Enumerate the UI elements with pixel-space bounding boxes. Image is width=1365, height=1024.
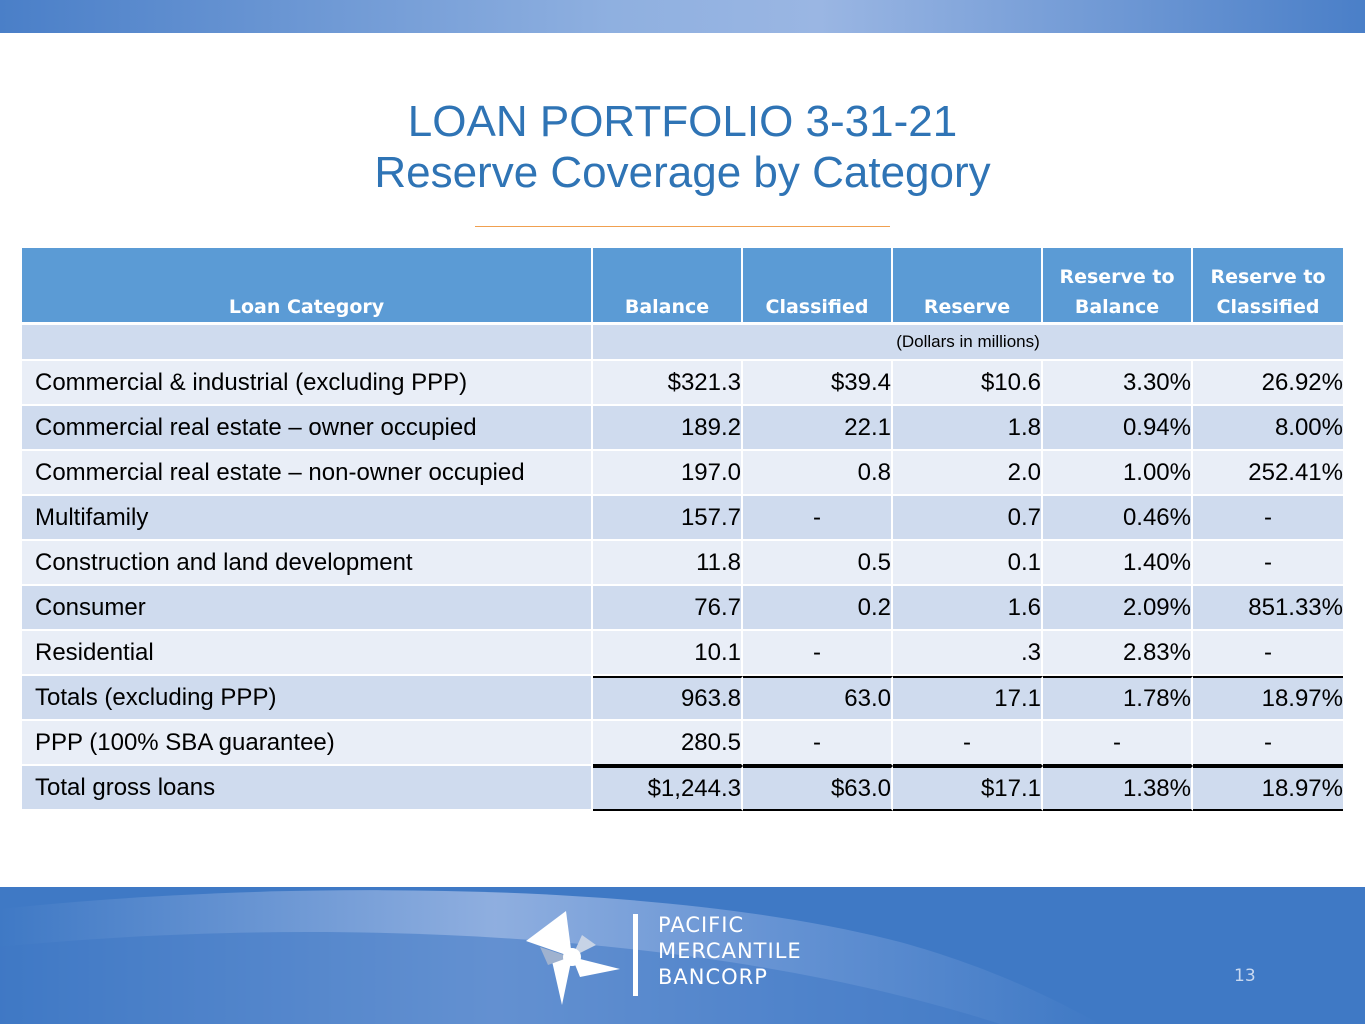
cell-classified: 22.1 bbox=[743, 406, 893, 451]
cell-classified: $63.0 bbox=[743, 766, 893, 811]
loan-portfolio-table: Loan Category Balance Classified Reserve… bbox=[22, 248, 1343, 811]
cell-reserve-to-classified: - bbox=[1193, 541, 1343, 586]
cell-classified: 0.5 bbox=[743, 541, 893, 586]
cell-reserve-to-classified: 8.00% bbox=[1193, 406, 1343, 451]
table-row: Residential 10.1- .3 2.83% - bbox=[22, 631, 1343, 676]
cell-reserve-to-classified: 252.41% bbox=[1193, 451, 1343, 496]
cell-classified: 63.0 bbox=[743, 676, 893, 721]
cell-reserve-to-classified: - bbox=[1193, 496, 1343, 541]
cell-category: PPP (100% SBA guarantee) bbox=[22, 721, 593, 766]
header-loan-category: Loan Category bbox=[22, 248, 593, 325]
cell-balance: 963.8 bbox=[593, 676, 743, 721]
table-header-row: Loan Category Balance Classified Reserve… bbox=[22, 248, 1343, 325]
cell-classified: - bbox=[743, 631, 893, 676]
header-balance: Balance bbox=[593, 248, 743, 325]
table-row: Total gross loans $1,244.3 $63.0 $17.1 1.38%… bbox=[22, 766, 1343, 811]
unit-note-spacer bbox=[22, 325, 593, 361]
cell-reserve-to-balance: 2.09% bbox=[1043, 586, 1193, 631]
header-reserve-to-balance-line2: Balance bbox=[1074, 296, 1160, 318]
table-row: Commercial real estate – non-owner occup… bbox=[22, 451, 1343, 496]
header-reserve-to-balance-line1: Reserve to bbox=[1059, 266, 1175, 288]
logo-divider bbox=[633, 914, 638, 996]
bank-logo-icon bbox=[526, 911, 620, 1005]
cell-reserve-to-balance: 0.94% bbox=[1043, 406, 1193, 451]
cell-reserve: 0.7 bbox=[893, 496, 1043, 541]
header-reserve-to-classified-line2: Classified bbox=[1216, 296, 1320, 318]
title-divider bbox=[475, 226, 890, 227]
cell-reserve-to-balance: 0.46% bbox=[1043, 496, 1193, 541]
cell-balance: 10.1 bbox=[593, 631, 743, 676]
header-reserve-to-classified: Reserve to Classified bbox=[1193, 248, 1343, 325]
cell-balance: $1,244.3 bbox=[593, 766, 743, 811]
cell-balance: 76.7 bbox=[593, 586, 743, 631]
cell-reserve: 1.6 bbox=[893, 586, 1043, 631]
cell-category: Consumer bbox=[22, 586, 593, 631]
cell-reserve-to-classified: 18.97% bbox=[1193, 676, 1343, 721]
header-reserve: Reserve bbox=[893, 248, 1043, 325]
cell-reserve-to-balance: 3.30% bbox=[1043, 361, 1193, 406]
title-line-1: LOAN PORTFOLIO 3-31-21 bbox=[407, 97, 958, 146]
page-number: 13 bbox=[1234, 966, 1256, 986]
cell-classified: - bbox=[743, 496, 893, 541]
cell-reserve: - bbox=[893, 721, 1043, 766]
cell-category: Commercial real estate – owner occupied bbox=[22, 406, 593, 451]
cell-reserve: $17.1 bbox=[893, 766, 1043, 811]
cell-reserve-to-balance: - bbox=[1043, 721, 1193, 766]
cell-classified: $39.4 bbox=[743, 361, 893, 406]
cell-balance: 11.8 bbox=[593, 541, 743, 586]
cell-category: Total gross loans bbox=[22, 766, 593, 811]
cell-category: Commercial & industrial (excluding PPP) bbox=[22, 361, 593, 406]
cell-reserve: .3 bbox=[893, 631, 1043, 676]
unit-note-row: (Dollars in millions) bbox=[22, 325, 1343, 361]
cell-classified: 0.8 bbox=[743, 451, 893, 496]
logo-line-2: MERCANTILE bbox=[658, 939, 802, 963]
bank-logo-wordmark: PACIFIC MERCANTILE BANCORP bbox=[658, 912, 802, 990]
table-body: Commercial & industrial (excluding PPP) $… bbox=[22, 361, 1343, 811]
cell-reserve-to-balance: 1.40% bbox=[1043, 541, 1193, 586]
cell-reserve-to-classified: - bbox=[1193, 721, 1343, 766]
cell-reserve-to-balance: 1.38% bbox=[1043, 766, 1193, 811]
cell-reserve-to-balance: 2.83% bbox=[1043, 631, 1193, 676]
cell-balance: 280.5 bbox=[593, 721, 743, 766]
cell-category: Residential bbox=[22, 631, 593, 676]
cell-reserve-to-classified: 26.92% bbox=[1193, 361, 1343, 406]
logo-line-1: PACIFIC bbox=[658, 913, 745, 937]
cell-reserve-to-balance: 1.78% bbox=[1043, 676, 1193, 721]
cell-reserve: 0.1 bbox=[893, 541, 1043, 586]
table-row: PPP (100% SBA guarantee) 280.5- - - - bbox=[22, 721, 1343, 766]
cell-category: Totals (excluding PPP) bbox=[22, 676, 593, 721]
cell-classified: - bbox=[743, 721, 893, 766]
cell-category: Construction and land development bbox=[22, 541, 593, 586]
table-row: Totals (excluding PPP) 963.8 63.0 17.1 1.78%… bbox=[22, 676, 1343, 721]
table-row: Multifamily 157.7-0.7 0.46% - bbox=[22, 496, 1343, 541]
table-row: Construction and land development 11.8 0.5… bbox=[22, 541, 1343, 586]
cell-category: Multifamily bbox=[22, 496, 593, 541]
cell-reserve-to-classified: 18.97% bbox=[1193, 766, 1343, 811]
cell-balance: $321.3 bbox=[593, 361, 743, 406]
slide-title: LOAN PORTFOLIO 3-31-21 Reserve Coverage … bbox=[0, 96, 1365, 198]
cell-balance: 197.0 bbox=[593, 451, 743, 496]
header-reserve-to-classified-line1: Reserve to bbox=[1210, 266, 1326, 288]
cell-reserve: $10.6 bbox=[893, 361, 1043, 406]
table-row: Consumer 76.7 0.2 1.6 2.09% 851.33% bbox=[22, 586, 1343, 631]
cell-reserve-to-balance: 1.00% bbox=[1043, 451, 1193, 496]
logo-line-3: BANCORP bbox=[658, 965, 768, 989]
table-row: Commercial real estate – owner occupied 1… bbox=[22, 406, 1343, 451]
cell-reserve: 17.1 bbox=[893, 676, 1043, 721]
cell-balance: 157.7 bbox=[593, 496, 743, 541]
cell-balance: 189.2 bbox=[593, 406, 743, 451]
title-line-2: Reserve Coverage by Category bbox=[374, 148, 991, 197]
cell-reserve: 1.8 bbox=[893, 406, 1043, 451]
table-row: Commercial & industrial (excluding PPP) $… bbox=[22, 361, 1343, 406]
top-banner bbox=[0, 0, 1365, 33]
cell-reserve: 2.0 bbox=[893, 451, 1043, 496]
cell-category: Commercial real estate – non-owner occup… bbox=[22, 451, 593, 496]
cell-classified: 0.2 bbox=[743, 586, 893, 631]
header-classified: Classified bbox=[743, 248, 893, 325]
cell-reserve-to-classified: - bbox=[1193, 631, 1343, 676]
cell-reserve-to-classified: 851.33% bbox=[1193, 586, 1343, 631]
header-reserve-to-balance: Reserve to Balance bbox=[1043, 248, 1193, 325]
unit-note: (Dollars in millions) bbox=[593, 325, 1343, 361]
